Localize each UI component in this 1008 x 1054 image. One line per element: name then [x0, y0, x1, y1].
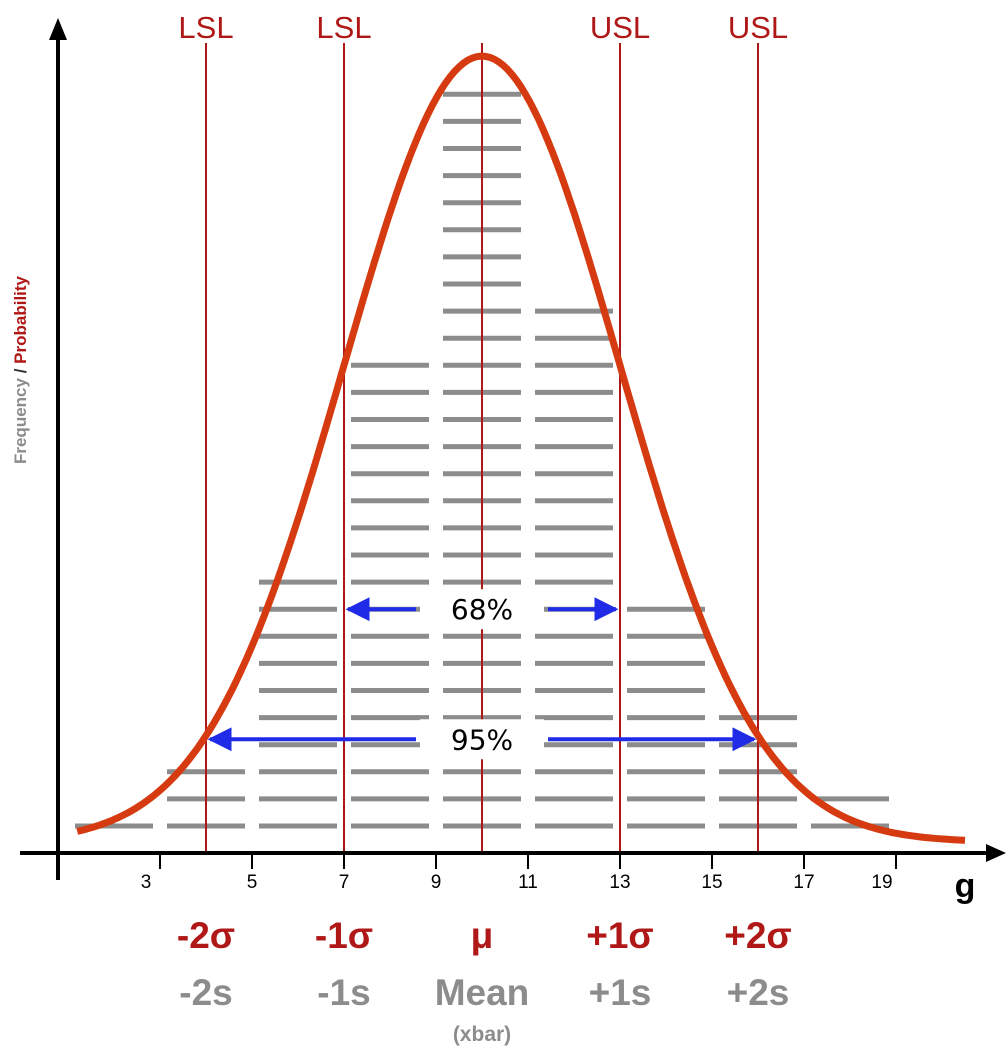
sigma-label: +2σ: [724, 915, 792, 956]
y-label-probability: Probability: [11, 275, 30, 364]
x-tick-label: 11: [518, 872, 538, 893]
x-tick-label: 9: [431, 872, 442, 893]
s-label: -2s: [179, 972, 232, 1013]
spec-line-label: LSL: [178, 10, 233, 45]
x-tick-label: 17: [793, 872, 814, 893]
x-tick-label: 19: [871, 872, 892, 893]
s-label: +1s: [589, 972, 652, 1013]
y-axis-arrowhead: [49, 18, 67, 40]
range-label-bg: [420, 589, 544, 630]
sigma-label: -1σ: [315, 915, 373, 956]
x-tick-label: 3: [141, 872, 152, 893]
range-label: 68%: [451, 593, 513, 626]
spec-line-label: USL: [590, 10, 650, 45]
spec-line-label: LSL: [316, 10, 371, 45]
mean-sub-label: (xbar): [453, 1023, 511, 1046]
s-label: +2s: [727, 972, 790, 1013]
x-tick-label: 7: [339, 872, 350, 893]
s-label: -1s: [317, 972, 370, 1013]
axes: [20, 18, 1006, 880]
x-tick-label: 5: [247, 872, 258, 893]
range-label: 95%: [451, 723, 513, 756]
range-label-bg: [420, 719, 544, 760]
sigma-label: +1σ: [586, 915, 654, 956]
s-label: Mean: [435, 972, 530, 1013]
sigma-label: μ: [471, 915, 494, 956]
axis-labels: 3 5 7 9 11 13 15 17 19 g -2σ -2s -1σ -1s μ Mean (xbar) +1…: [141, 867, 976, 1046]
x-tick-label: 13: [609, 872, 630, 893]
normal-curve: [76, 52, 966, 844]
y-axis-label: Frequency / Probability: [11, 276, 31, 464]
spec-lines: LSL LSL USL USL: [178, 10, 788, 853]
y-axis-label-wrap: Frequency / Probability: [10, 150, 32, 590]
y-label-separator: /: [11, 368, 30, 374]
x-tick-label: 15: [701, 872, 722, 893]
x-axis-arrowhead: [986, 844, 1006, 862]
range-arrows: 68% 95%: [207, 589, 757, 760]
x-axis-label: g: [955, 867, 976, 905]
y-label-frequency: Frequency: [11, 378, 30, 465]
normal-curve-layer: [76, 52, 966, 844]
sigma-label: -2σ: [177, 915, 235, 956]
spec-line-label: USL: [728, 10, 788, 45]
